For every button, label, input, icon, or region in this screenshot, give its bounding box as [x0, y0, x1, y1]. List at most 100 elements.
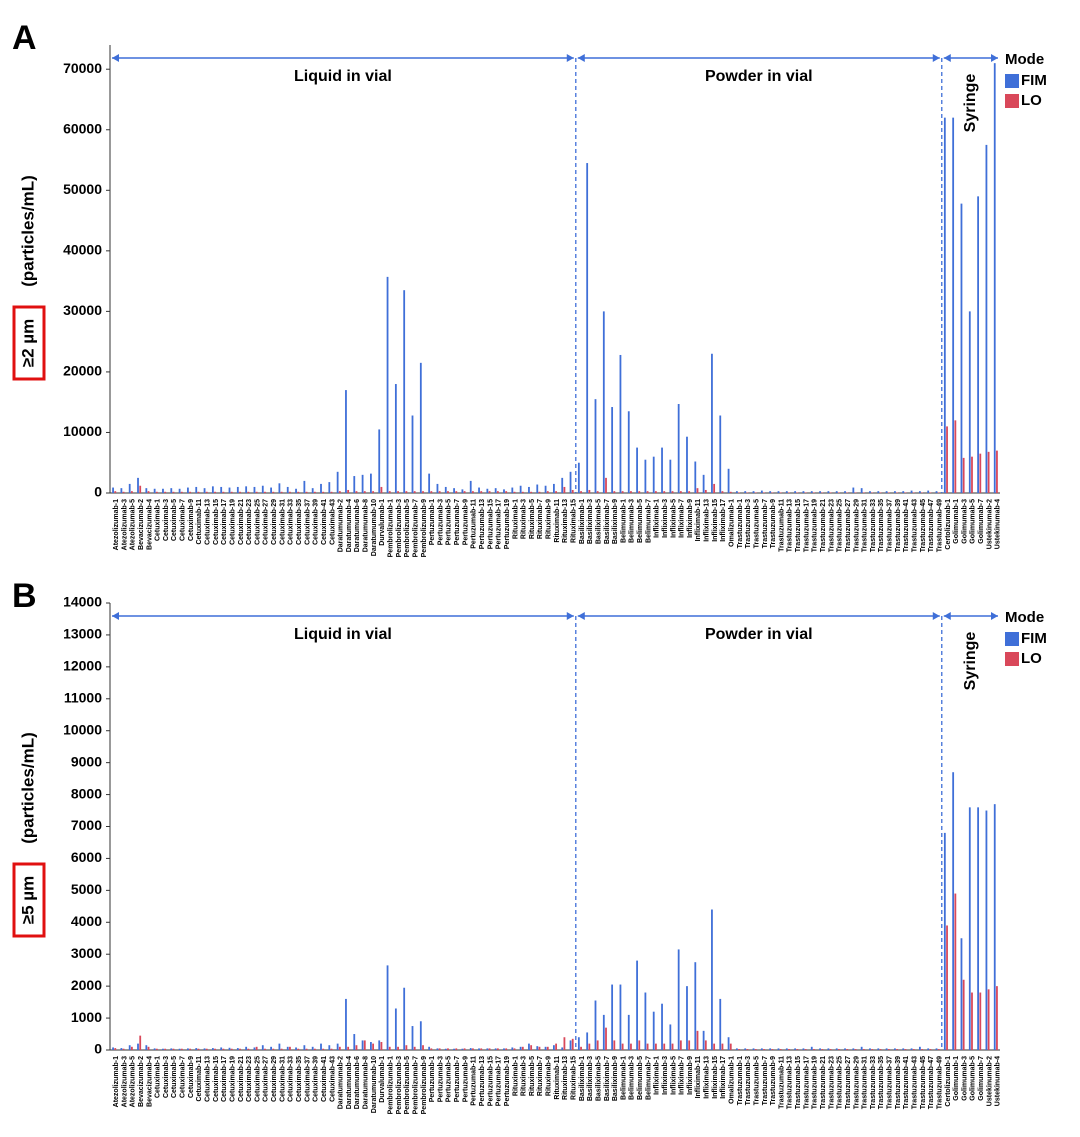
x-tick-label: Cetuximab-29: [271, 1056, 278, 1102]
bar: [663, 1043, 666, 1050]
bar: [228, 487, 231, 493]
bar: [638, 1040, 641, 1050]
highlight-box: [12, 305, 46, 381]
x-tick-label: Daratumumab-6: [354, 1056, 361, 1109]
x-tick-label: Cetuximab-19: [229, 499, 236, 545]
bar: [528, 486, 530, 493]
bar: [145, 1045, 148, 1050]
x-tick-label: Trastuzumab-49: [936, 1056, 943, 1109]
y-tick-label: 10000: [63, 423, 102, 439]
bar: [236, 1048, 239, 1050]
bar: [320, 1043, 322, 1050]
x-tick-label: Belimumab-7: [645, 1056, 652, 1100]
y-tick-label: 2000: [71, 977, 102, 993]
x-tick-label: Atezolizumab-3: [121, 1056, 128, 1107]
y-tick-label: 30000: [63, 302, 102, 318]
x-tick-label: Cetuximab-41: [321, 1056, 328, 1102]
bar: [927, 490, 930, 493]
bar: [788, 1049, 790, 1050]
x-tick-label: Belimumab-5: [637, 499, 644, 543]
bar: [353, 476, 356, 493]
bar: [536, 1046, 539, 1050]
bar: [879, 492, 882, 493]
bar: [802, 1048, 805, 1050]
x-tick-label: Cetuximab-5: [171, 499, 178, 541]
x-tick-label: Infliximab-1: [654, 1056, 661, 1095]
bar: [372, 1043, 375, 1050]
x-tick-label: Cetuximab-33: [288, 499, 295, 545]
bar: [696, 1030, 699, 1050]
y-tick-label: 12000: [63, 658, 102, 674]
legend-label: FIM: [1021, 72, 1047, 89]
bar: [777, 491, 780, 493]
x-tick-label: Cetuximab-39: [313, 499, 320, 545]
bar: [380, 486, 383, 493]
bar: [630, 1043, 632, 1050]
x-tick-label: Pertuzumab-11: [471, 1056, 478, 1106]
x-tick-label: Pembrolizumab-5: [404, 1056, 411, 1114]
bar: [486, 488, 489, 493]
bar: [513, 491, 516, 493]
x-tick-label: Cetuximab-23: [246, 1056, 253, 1102]
bar: [711, 353, 713, 493]
x-tick-label: Trastuzumab-15: [795, 499, 802, 552]
bar: [561, 1047, 564, 1050]
x-tick-label: Pertuzumab-13: [479, 499, 486, 549]
bar: [769, 491, 772, 493]
bar: [172, 1048, 175, 1050]
bar: [985, 810, 988, 1050]
bar: [303, 1045, 306, 1050]
legend-swatch: [1005, 74, 1019, 88]
bar: [419, 1021, 422, 1050]
bar: [971, 992, 973, 1050]
bar: [461, 489, 464, 493]
x-tick-label: Trastuzumab-41: [903, 1056, 910, 1109]
bar: [336, 471, 339, 493]
x-tick-label: Pertuzumab-15: [487, 499, 494, 549]
y-tick-label: 4000: [71, 913, 102, 929]
bar: [719, 415, 722, 493]
x-tick-label: Infliximab-13: [704, 1056, 711, 1099]
bar: [478, 487, 480, 493]
x-tick-label: Cetuximab-7: [180, 1056, 187, 1098]
bar: [322, 491, 325, 493]
bar: [311, 488, 314, 493]
x-tick-label: Trastuzumab-31: [862, 1056, 869, 1109]
bar: [363, 491, 366, 493]
bar: [361, 474, 364, 493]
bar: [777, 1048, 780, 1050]
y-tick-label: 10000: [63, 721, 102, 737]
bar: [704, 1040, 707, 1050]
x-tick-label: Cetuximab-35: [296, 1056, 303, 1102]
x-tick-label: Cetuximab-41: [321, 499, 328, 545]
bar: [436, 1048, 439, 1050]
x-tick-label: Trastuzumab-45: [920, 499, 927, 552]
bar: [571, 489, 574, 493]
bar: [478, 1048, 480, 1050]
bar: [330, 491, 333, 493]
y-axis-label-highlight: ≥5 µm: [18, 876, 37, 924]
y-tick-label: 9000: [71, 753, 102, 769]
bar: [794, 491, 797, 493]
bar: [918, 491, 921, 493]
bar: [769, 1048, 772, 1050]
y-tick-label: 11000: [64, 689, 102, 705]
x-tick-label: Cetuximab-43: [329, 499, 336, 545]
bar: [544, 1046, 547, 1050]
bar: [821, 492, 824, 493]
bar: [214, 491, 216, 493]
bar: [220, 486, 223, 493]
bar: [854, 1049, 857, 1050]
arrow-head: [112, 612, 119, 620]
bar: [370, 1042, 372, 1050]
bar: [754, 1049, 757, 1050]
bar: [563, 1037, 566, 1050]
bar: [222, 1048, 225, 1050]
x-tick-label: Durvalumab-1: [379, 499, 386, 546]
bar: [261, 1045, 264, 1050]
x-tick-label: Trastuzumab-35: [878, 1056, 885, 1109]
bar: [721, 491, 724, 493]
arrow-head: [566, 54, 574, 62]
bar: [713, 483, 716, 493]
bar: [727, 468, 730, 493]
